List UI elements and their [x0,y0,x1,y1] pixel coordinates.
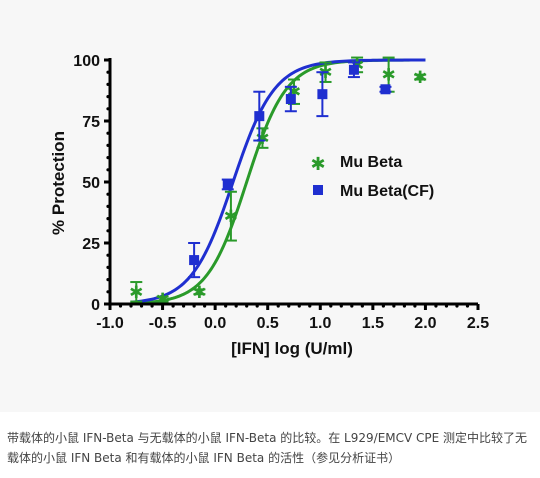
x-minor-tick [139,304,144,308]
y-minor-tick [106,82,110,86]
x-minor-tick [455,304,459,308]
chart-panel: ✱✱✱✱✱✱✱✱✱✱ 0255075100-1.0-0.50.00.51.01.… [49,53,490,358]
y-axis-title: % Protection [49,131,68,235]
fit-curve-mu-beta [130,58,426,305]
x-minor-tick [203,304,207,308]
x-minor-tick [308,304,312,308]
y-minor-tick [106,229,110,233]
legend-square-marker [313,185,323,195]
x-minor-tick [444,304,449,308]
data-point-star: ✱ [382,66,396,86]
x-minor-tick [465,304,470,308]
data-point-star: ✱ [224,207,238,227]
y-minor-tick [106,131,110,135]
legend-label-mu-beta-cf: Mu Beta(CF) [340,183,434,200]
y-minor-tick [106,278,110,282]
legend-star-marker: ✱ [310,154,325,175]
x-minor-tick [329,304,333,308]
x-minor-tick [360,304,364,308]
tick-labels: 0 25 50 75 100 -1.0 -0.5 0.0 0.5 1.0 1.5 2.0 2.5 [73,53,489,332]
x-minor-tick [150,304,154,308]
x-minor-tick [182,304,186,308]
x-minor-tick [276,304,280,308]
legend-label-mu-beta: Mu Beta [340,154,402,171]
x-tick-label: 0.0 [204,315,226,332]
x-minor-tick [118,304,123,308]
fit-curves [130,58,426,305]
y-minor-tick [106,95,110,99]
data-point-square [189,255,200,266]
x-tick-label: 1.5 [362,315,384,332]
data-point-square [317,89,328,100]
x-minor-tick [297,304,301,308]
x-minor-tick [171,304,175,308]
data-points: ✱✱✱✱✱✱✱✱✱✱ [129,56,427,310]
y-minor-tick [106,265,110,269]
y-minor-tick [106,253,110,257]
legend: ✱ Mu Beta Mu Beta(CF) [310,154,434,200]
fit-curve-mu-beta-cf [130,58,426,304]
x-minor-tick [129,304,133,308]
legend-item-mu-beta: ✱ Mu Beta [310,154,402,175]
data-point-square [254,111,265,122]
data-point-star: ✱ [413,68,427,88]
x-minor-tick [255,304,259,308]
x-minor-tick [339,304,343,308]
x-minor-tick [287,304,291,308]
y-tick-label: 0 [91,297,100,314]
figure-caption: 带载体的小鼠 IFN-Beta 与无载体的小鼠 IFN-Beta 的比较。在 L… [7,431,528,465]
x-minor-tick [434,304,438,308]
x-tick-label: -1.0 [96,315,124,332]
y-tick-label: 100 [73,53,100,70]
data-point-square [285,94,296,105]
x-minor-tick [402,304,406,308]
data-point-star: ✱ [255,129,269,149]
y-tick-label: 75 [82,114,100,131]
x-minor-tick [413,304,417,308]
y-minor-tick [106,217,110,221]
x-minor-tick [392,304,396,308]
data-point-square [380,84,391,95]
x-tick-label: 2.0 [414,315,436,332]
x-tick-label: 2.5 [467,315,489,332]
data-point-star: ✱ [129,283,143,303]
x-tick-label: -0.5 [149,315,177,332]
y-minor-tick [106,156,110,160]
legend-item-mu-beta-cf: Mu Beta(CF) [313,183,434,200]
x-tick-label: 1.0 [309,315,331,332]
data-point-star: ✱ [192,283,206,303]
y-minor-tick [106,70,110,74]
x-tick-label: 0.5 [257,315,279,332]
y-minor-tick [106,204,110,208]
data-point-square [348,64,359,75]
y-minor-tick [106,143,110,147]
x-minor-tick [245,304,249,308]
x-minor-tick [224,304,228,308]
data-point-square [222,179,233,190]
dose-response-chart: ✱✱✱✱✱✱✱✱✱✱ 0255075100-1.0-0.50.00.51.01.… [49,53,489,358]
x-minor-tick [234,304,238,308]
tick-marks [104,58,480,310]
y-tick-label: 50 [82,175,100,192]
x-minor-tick [192,304,196,308]
y-minor-tick [106,107,110,111]
y-minor-tick [106,290,110,294]
y-minor-tick [106,192,110,196]
x-minor-tick [350,304,354,308]
y-tick-label: 25 [82,236,100,253]
y-minor-tick [106,168,110,172]
x-axis-title: [IFN] log (U/ml) [231,339,353,358]
x-minor-tick [381,304,385,308]
